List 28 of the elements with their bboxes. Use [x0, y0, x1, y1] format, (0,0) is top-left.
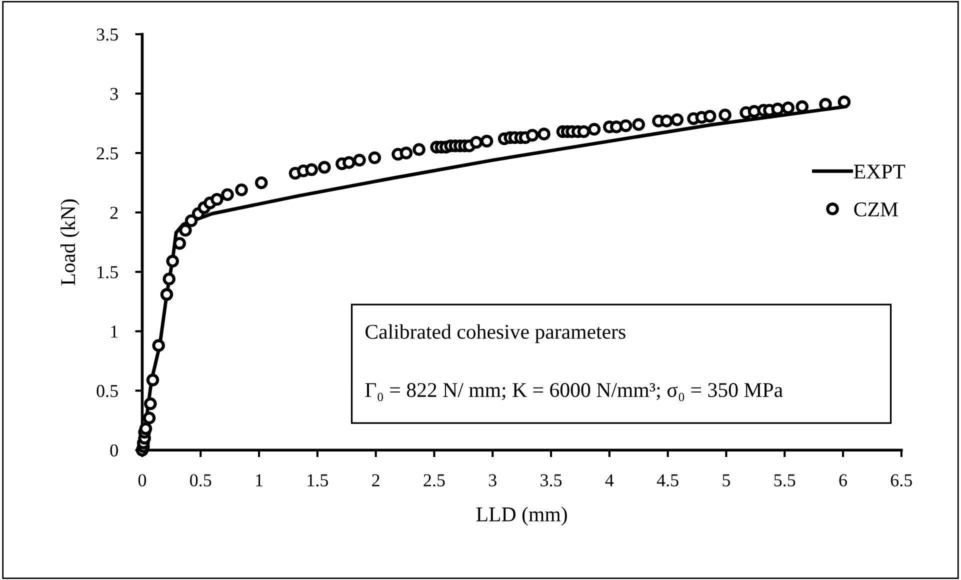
- x-tick-label: 3: [488, 474, 496, 486]
- x-axis-title: LLD (mm): [476, 506, 567, 526]
- y-tick-label: 0.5: [96, 384, 118, 398]
- x-tick-label: 6.5: [890, 474, 912, 486]
- y-tick-label: 0: [110, 444, 118, 457]
- x-tick-label: 2.5: [424, 474, 445, 486]
- y-tick-label: 1: [111, 326, 118, 338]
- y-tick-label: 3.5: [96, 28, 118, 41]
- x-tick-label: 0.5: [190, 474, 212, 486]
- x-tick-label: 1: [256, 474, 262, 486]
- y-tick-label: 2.5: [96, 147, 118, 160]
- x-tick-label: 4: [605, 474, 614, 486]
- x-tick-label: 0: [138, 474, 146, 486]
- x-tick-label: 5.5: [774, 474, 796, 486]
- x-tick-label: 6: [839, 474, 847, 486]
- legend-label: EXPT: [854, 164, 906, 178]
- x-tick-label: 2: [372, 474, 380, 486]
- legend-label: CZM: [854, 202, 898, 216]
- y-tick-label: 3: [110, 88, 118, 100]
- x-tick-label: 5: [722, 474, 730, 486]
- y-tick-label: 1.5: [98, 266, 118, 278]
- y-tick-label: 2: [110, 206, 118, 219]
- x-tick-label: 1.5: [308, 474, 328, 486]
- x-tick-label: 3.5: [540, 474, 562, 486]
- annotation: Γ₀ = 822 N/ mm; K = 6000 N/mm³; σ₀ = 350 MPa: [365, 383, 783, 402]
- annotation: Calibrated cohesive parameters: [366, 324, 626, 344]
- x-tick-label: 4.5: [656, 474, 678, 486]
- y-axis-title: Load (kN): [60, 199, 80, 286]
